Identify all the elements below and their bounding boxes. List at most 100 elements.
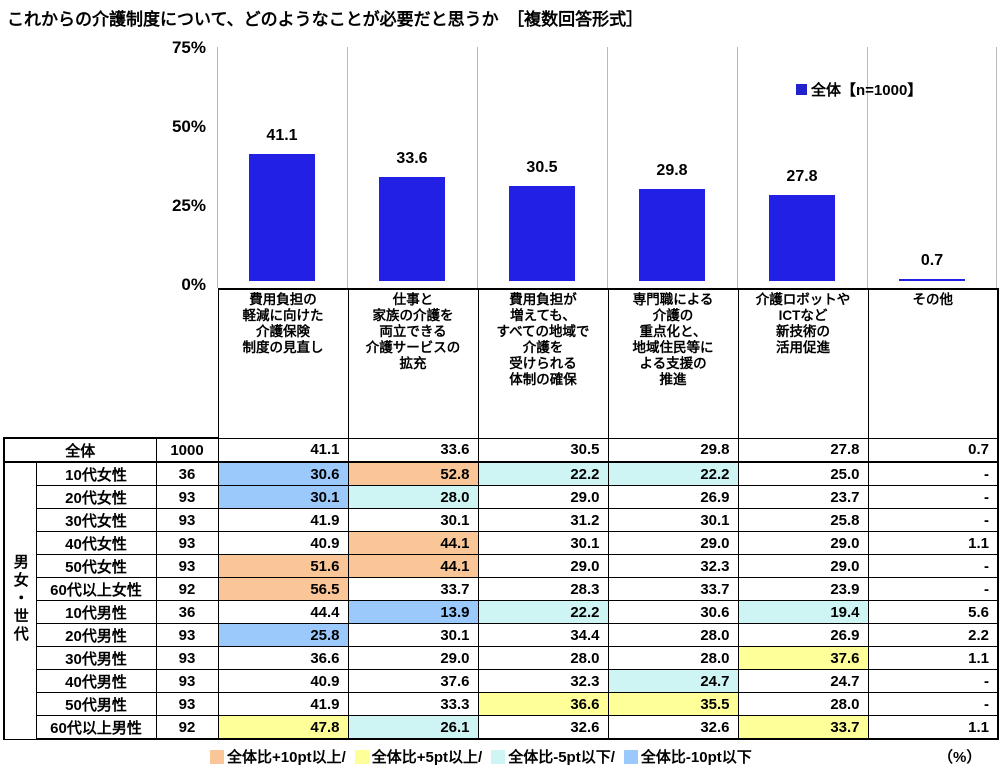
value-cell: 28.0 <box>477 646 609 670</box>
bar-value-label: 27.8 <box>786 167 818 185</box>
chart-column: 30.5 <box>477 47 607 288</box>
value-cell: - <box>867 577 1000 601</box>
value-cell: 47.8 <box>217 715 349 740</box>
value-cell: 29.0 <box>347 646 479 670</box>
y-axis-tick-75: 75% <box>171 38 206 57</box>
table-row: 20代男性 93 25.8 30.1 34.4 28.0 26.9 2.2 <box>4 623 1000 647</box>
value-cell: 44.4 <box>217 600 349 624</box>
legend-color-swatch <box>491 749 506 764</box>
sample-size: 93 <box>155 508 219 532</box>
value-cell: 28.0 <box>737 692 869 716</box>
grid-line <box>867 47 868 288</box>
table-row: 50代女性 93 51.6 44.1 29.0 32.3 29.0 - <box>4 554 1000 578</box>
grid-line <box>217 47 218 288</box>
value-cell: 26.1 <box>347 715 479 740</box>
legend-item-label: 全体比+5pt以上/ <box>371 749 483 766</box>
sample-size: 36 <box>155 600 219 624</box>
value-cell: 36.6 <box>477 692 609 716</box>
bar <box>899 278 965 281</box>
value-cell: 32.6 <box>607 715 739 740</box>
value-cell: 30.6 <box>607 600 739 624</box>
table-row: 40代女性 93 40.9 44.1 30.1 29.0 29.0 1.1 <box>4 531 1000 555</box>
value-cell: - <box>867 669 1000 693</box>
value-cell: 1.1 <box>867 715 1000 740</box>
chart-column: 27.8 <box>737 47 867 288</box>
grid-line <box>477 47 478 288</box>
table-row: 60代以上男性 92 47.8 26.1 32.6 32.6 33.7 1.1 <box>4 715 1000 740</box>
value-cell: - <box>867 692 1000 716</box>
value-cell: 31.2 <box>477 508 609 532</box>
row-label: 60代以上男性 <box>35 715 157 740</box>
value-cell: 44.1 <box>347 554 479 578</box>
value-cell: - <box>867 554 1000 578</box>
page-title: これからの介護制度について、どのようなことが必要だと思うか ［複数回答形式］ <box>7 10 644 29</box>
table-row: 30代女性 93 41.9 30.1 31.2 30.1 25.8 - <box>4 508 1000 532</box>
results-table: 費用負担の 軽減に向けた 介護保険 制度の見直し 仕事と 家族の介護を 両立でき… <box>3 288 1000 740</box>
grid-line <box>607 47 608 288</box>
value-cell: 34.4 <box>477 623 609 647</box>
value-cell: 41.1 <box>217 437 349 463</box>
bar-value-label: 30.5 <box>526 159 558 177</box>
value-cell: 52.8 <box>347 461 479 486</box>
value-cell: 30.1 <box>477 531 609 555</box>
value-cell: 28.0 <box>607 646 739 670</box>
value-cell: 32.6 <box>477 715 609 740</box>
value-cell: 35.5 <box>607 692 739 716</box>
value-cell: 28.0 <box>347 485 479 509</box>
y-axis-tick-0: 0% <box>181 275 206 294</box>
value-cell: - <box>867 461 1000 486</box>
legend-color-swatch <box>210 749 224 764</box>
chart-column: 33.6 <box>347 47 477 288</box>
value-cell: 29.0 <box>477 554 609 578</box>
table-corner-blank <box>4 289 218 438</box>
legend-color-swatch <box>796 84 807 95</box>
value-cell: 27.8 <box>737 437 869 463</box>
value-cell: 28.3 <box>477 577 609 601</box>
bar <box>639 188 705 281</box>
sample-size: 92 <box>155 577 219 601</box>
bar-value-label: 0.7 <box>920 251 944 269</box>
value-cell: 37.6 <box>347 669 479 693</box>
value-cell: 32.3 <box>477 669 609 693</box>
row-label: 40代男性 <box>35 669 157 693</box>
row-label: 10代男性 <box>35 600 157 624</box>
table-row: 60代以上女性 92 56.5 33.7 28.3 33.7 23.9 - <box>4 577 1000 601</box>
legend-item-label: 全体比+10pt以上/ <box>227 749 346 766</box>
value-cell: 40.9 <box>217 531 349 555</box>
bar <box>509 186 575 281</box>
value-cell: - <box>867 508 1000 532</box>
value-cell: 29.0 <box>477 485 609 509</box>
table-row: 30代男性 93 36.6 29.0 28.0 28.0 37.6 1.1 <box>4 646 1000 670</box>
bar-chart-plot: 41.1 33.6 30.5 29.8 27.8 0.7 <box>217 47 997 288</box>
row-label: 10代女性 <box>35 461 157 486</box>
value-cell: 30.5 <box>477 437 609 463</box>
value-cell: 32.3 <box>607 554 739 578</box>
sample-size: 93 <box>155 669 219 693</box>
value-cell: 41.9 <box>217 692 349 716</box>
grid-line <box>347 47 348 288</box>
row-label: 60代以上女性 <box>35 577 157 601</box>
column-header: 仕事と 家族の介護を 両立できる 介護サービスの 拡充 <box>347 288 479 439</box>
table-header-row: 費用負担の 軽減に向けた 介護保険 制度の見直し 仕事と 家族の介護を 両立でき… <box>4 288 1000 439</box>
value-cell: 22.2 <box>477 600 609 624</box>
bar <box>379 176 445 281</box>
y-axis-tick-50: 50% <box>171 117 206 136</box>
value-cell: 29.0 <box>737 531 869 555</box>
value-cell: 51.6 <box>217 554 349 578</box>
sample-size: 1000 <box>155 437 219 463</box>
bar <box>769 194 835 281</box>
value-cell: 56.5 <box>217 577 349 601</box>
chart-column: 41.1 <box>217 47 347 288</box>
bar-value-label: 33.6 <box>396 149 428 167</box>
value-cell: 1.1 <box>867 646 1000 670</box>
row-label: 40代女性 <box>35 531 157 555</box>
value-cell: 22.2 <box>607 461 739 486</box>
row-label: 20代男性 <box>35 623 157 647</box>
value-cell: 30.6 <box>217 461 349 486</box>
value-cell: 30.1 <box>607 508 739 532</box>
value-cell: 26.9 <box>607 485 739 509</box>
value-cell: 0.7 <box>867 437 1000 463</box>
value-cell: 25.8 <box>737 508 869 532</box>
grid-line <box>737 47 738 288</box>
sample-size: 93 <box>155 485 219 509</box>
